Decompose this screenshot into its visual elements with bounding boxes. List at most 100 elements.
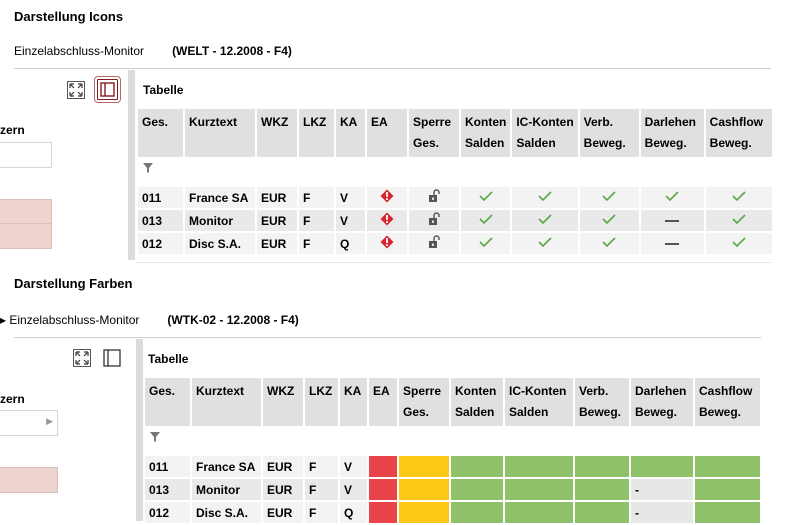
filter-cell[interactable] <box>340 428 367 448</box>
check-icon <box>538 191 552 202</box>
left-panel-highlight-field[interactable] <box>0 199 52 225</box>
col-header-konten[interactable]: Konten Salden <box>451 378 503 426</box>
filter-cell[interactable] <box>505 428 573 448</box>
col-header-verb[interactable]: Verb. Beweg. <box>579 109 639 157</box>
filter-cell[interactable] <box>451 428 503 448</box>
filter-cell[interactable] <box>192 428 261 448</box>
check-icon <box>602 191 616 202</box>
col-header-wkz[interactable]: WKZ <box>257 109 297 157</box>
expand-button[interactable] <box>67 81 85 99</box>
table-header-row: Ges. Kurztext WKZ LKZ KA EA Sperre Ges. K… <box>138 109 772 157</box>
col-header-darlehen[interactable]: Darlehen Beweg. <box>640 109 704 157</box>
col-header-kurztext[interactable]: Kurztext <box>185 109 255 157</box>
table-title-icons: Tabelle <box>143 83 184 97</box>
col-header-ea[interactable]: EA <box>367 109 407 157</box>
col-header-cashflow[interactable]: Cashflow Beweg. <box>705 109 772 157</box>
col-header-ges[interactable]: Ges. <box>138 109 183 157</box>
col-header-ic-konten[interactable]: IC-Konten Salden <box>512 109 578 157</box>
col-header-sperre[interactable]: Sperre Ges. <box>399 378 449 426</box>
status-none-cell <box>640 210 704 231</box>
status-none-cell <box>640 233 704 254</box>
context-info: (WELT - 12.2008 - F4) <box>172 44 292 58</box>
sperre-status-cell <box>399 479 449 500</box>
verb-status-cell <box>575 479 629 500</box>
filter-cell[interactable] <box>695 428 760 448</box>
check-icon <box>479 237 493 248</box>
col-header-wkz[interactable]: WKZ <box>263 378 303 426</box>
filter-cell[interactable] <box>263 428 303 448</box>
col-header-kurztext[interactable]: Kurztext <box>192 378 261 426</box>
table-row[interactable]: 013 Monitor EUR F V <box>138 210 772 231</box>
filter-cell[interactable] <box>367 159 407 179</box>
check-icon <box>538 237 552 248</box>
app-header-colors: ▸ Einzelabschluss-Monitor (WTK-02 - 12.20… <box>0 313 299 327</box>
expand-icon <box>69 83 83 97</box>
expand-button[interactable] <box>73 349 91 367</box>
table-row[interactable]: 012 Disc S.A. EUR F Q - <box>145 502 760 523</box>
filter-cell[interactable] <box>138 159 183 179</box>
ea-status-cell <box>369 479 397 500</box>
col-header-darlehen[interactable]: Darlehen Beweg. <box>631 378 693 426</box>
check-icon <box>479 191 493 202</box>
cashflow-status-cell <box>695 456 760 477</box>
table-row[interactable]: 013 Monitor EUR F V - <box>145 479 760 500</box>
col-header-lkz[interactable]: LKZ <box>299 109 334 157</box>
left-panel: zern <box>0 70 127 262</box>
verb-status-cell <box>575 502 629 523</box>
col-header-lkz[interactable]: LKZ <box>305 378 338 426</box>
table-row[interactable]: 011 France SA EUR F V <box>145 456 760 477</box>
filter-cell[interactable] <box>305 428 338 448</box>
col-header-cashflow[interactable]: Cashflow Beweg. <box>695 378 760 426</box>
filter-cell[interactable] <box>145 428 190 448</box>
col-header-ea[interactable]: EA <box>369 378 397 426</box>
filter-cell[interactable] <box>336 159 365 179</box>
col-header-konten[interactable]: Konten Salden <box>461 109 511 157</box>
data-table-icons: Ges. Kurztext WKZ LKZ KA EA Sperre Ges. K… <box>136 107 774 256</box>
status-ok-cell <box>461 233 511 254</box>
ea-cell <box>367 233 407 254</box>
col-header-verb[interactable]: Verb. Beweg. <box>575 378 629 426</box>
filter-icon <box>143 162 153 173</box>
panel-toggle-button[interactable] <box>94 76 121 103</box>
col-header-sperre[interactable]: Sperre Ges. <box>409 109 459 157</box>
check-icon <box>538 214 552 225</box>
divider <box>14 337 761 338</box>
splitter[interactable] <box>136 339 143 521</box>
filter-row <box>138 159 772 179</box>
filter-cell[interactable] <box>185 159 255 179</box>
filter-cell[interactable] <box>399 428 449 448</box>
left-panel-highlight-field[interactable] <box>0 467 58 493</box>
check-icon <box>732 191 746 202</box>
col-header-ka[interactable]: KA <box>336 109 365 157</box>
app-name: ▸ Einzelabschluss-Monitor <box>0 313 140 327</box>
col-header-ka[interactable]: KA <box>340 378 367 426</box>
filter-cell[interactable] <box>705 159 772 179</box>
check-icon <box>602 214 616 225</box>
filter-cell[interactable] <box>369 428 397 448</box>
filter-cell[interactable] <box>512 159 578 179</box>
splitter[interactable] <box>128 70 135 260</box>
table-row[interactable]: 011 France SA EUR F V <box>138 187 772 208</box>
left-panel-select[interactable]: ▶ <box>0 410 58 436</box>
left-panel-pink-2[interactable] <box>0 223 52 249</box>
filter-cell[interactable] <box>461 159 511 179</box>
status-ok-cell <box>705 210 772 231</box>
filter-cell[interactable] <box>299 159 334 179</box>
col-header-ic-konten[interactable]: IC-Konten Salden <box>505 378 573 426</box>
col-header-ges[interactable]: Ges. <box>145 378 190 426</box>
filter-cell[interactable] <box>631 428 693 448</box>
filter-cell[interactable] <box>409 159 459 179</box>
status-ok-cell <box>461 187 511 208</box>
filter-cell[interactable] <box>575 428 629 448</box>
sperre-status-cell <box>399 502 449 523</box>
filter-cell[interactable] <box>579 159 639 179</box>
filter-cell[interactable] <box>257 159 297 179</box>
left-panel-input[interactable] <box>0 142 52 168</box>
panel-toggle-button[interactable] <box>103 349 121 367</box>
table-row[interactable]: 012 Disc S.A. EUR F Q <box>138 233 772 254</box>
status-ok-cell <box>579 187 639 208</box>
filter-cell[interactable] <box>640 159 704 179</box>
darlehen-status-cell: - <box>631 502 693 523</box>
status-ok-cell <box>705 233 772 254</box>
cashflow-status-cell <box>695 502 760 523</box>
